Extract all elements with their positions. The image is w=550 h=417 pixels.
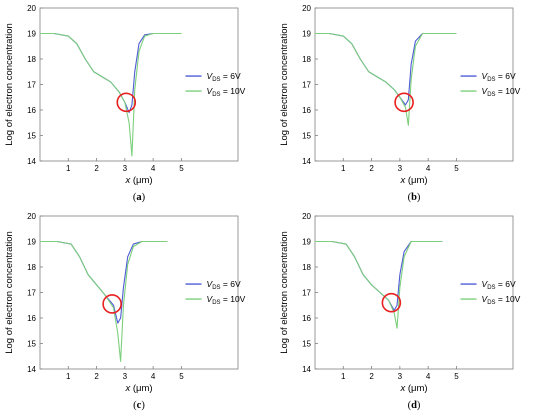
x-tick-label: 1 [341,164,346,173]
y-tick-label: 20 [27,212,36,221]
plot-frame [314,7,514,162]
legend-label-1: VDS = 6V [482,279,516,291]
y-tick-label: 18 [27,263,36,272]
highlight-circle [394,92,414,113]
panel-caption: (a) [133,192,146,203]
y-tick-label: 15 [27,340,36,349]
x-tick-label: 3 [123,372,128,381]
y-tick-label: 18 [302,55,311,64]
y-tick-label: 20 [27,4,36,13]
y-tick-label: 17 [302,289,311,298]
x-tick-label: 5 [454,164,459,173]
y-tick-label: 14 [27,365,36,374]
y-tick-label: 16 [302,106,311,115]
y-tick-label: 15 [27,132,36,141]
y-axis-label: Log of electron concentration [279,23,290,146]
y-tick-label: 16 [27,314,36,323]
legend-label-1: VDS = 6V [482,71,516,83]
series-line-1 [40,32,182,114]
legend-label-1: VDS = 6V [207,71,241,83]
x-tick-label: 1 [66,372,71,381]
y-tick-label: 17 [27,289,36,298]
x-axis-label: x (μm) [124,175,152,186]
y-tick-label: 16 [302,314,311,323]
series-line-2 [40,32,182,157]
y-axis-label: Log of electron concentration [279,231,290,354]
y-axis-label: Log of electron concentration [4,23,15,146]
chart-svg: 14 15 16 17 18 19 20 1 2 3 4 5 x (μm) Log of electron… [279,4,521,203]
y-axis-label: Log of electron concentration [4,231,15,354]
y-tick-label: 20 [302,4,311,13]
x-axis-label: x (μm) [399,175,427,186]
chart-panel: 14 15 16 17 18 19 20 1 2 3 4 5 x (μm) Log of electron… [275,0,550,208]
legend-label-2: VDS = 10V [207,86,246,98]
series-line-1 [315,32,457,106]
plot-frame [39,215,239,370]
x-tick-label: 4 [151,164,156,173]
x-tick-label: 3 [398,164,403,173]
x-tick-label: 5 [454,372,459,381]
y-tick-label: 17 [27,81,36,90]
chart-panel: 14 15 16 17 18 19 20 1 2 3 4 5 x (μm) Log of electron… [0,208,275,416]
y-tick-label: 15 [302,340,311,349]
x-tick-label: 3 [398,372,403,381]
x-tick-label: 1 [66,164,71,173]
y-tick-label: 19 [27,30,36,39]
chart-svg: 14 15 16 17 18 19 20 1 2 3 4 5 x (μm) Log of electron… [4,4,246,203]
panel-caption: (b) [408,192,421,203]
series-line-2 [315,240,443,329]
plot-frame [314,215,514,370]
y-tick-label: 19 [302,30,311,39]
y-tick-label: 14 [27,157,36,166]
chart-panel: 14 15 16 17 18 19 20 1 2 3 4 5 x (μm) Log of electron… [275,208,550,416]
x-tick-label: 4 [426,164,431,173]
plot-frame [39,7,239,162]
chart-svg: 14 15 16 17 18 19 20 1 2 3 4 5 x (μm) Log of electron… [4,212,246,411]
x-axis-label: x (μm) [124,383,152,394]
x-tick-label: 2 [94,164,99,173]
highlight-circle [102,294,122,314]
y-tick-label: 18 [302,263,311,272]
series-line-1 [40,240,168,324]
y-tick-label: 19 [27,238,36,247]
x-tick-label: 3 [123,164,128,173]
legend-label-1: VDS = 6V [207,279,241,291]
legend-label-2: VDS = 10V [482,86,521,98]
series-line-1 [315,240,443,311]
panel-caption: (d) [408,400,421,411]
highlight-circle [381,292,402,313]
x-tick-label: 4 [151,372,156,381]
x-tick-label: 5 [179,164,184,173]
y-tick-label: 20 [302,212,311,221]
x-tick-label: 2 [94,372,99,381]
highlight-circle [116,92,137,113]
y-tick-label: 18 [27,55,36,64]
y-tick-label: 16 [27,106,36,115]
legend-label-2: VDS = 10V [482,294,521,306]
x-tick-label: 4 [426,372,431,381]
panel-caption: (c) [133,400,145,411]
y-tick-label: 15 [302,132,311,141]
x-tick-label: 5 [179,372,184,381]
x-tick-label: 1 [341,372,346,381]
series-line-2 [315,32,457,126]
series-line-2 [40,240,168,362]
legend-label-2: VDS = 10V [207,294,246,306]
y-tick-label: 14 [302,365,311,374]
x-tick-label: 2 [369,164,374,173]
y-tick-label: 14 [302,157,311,166]
chart-svg: 14 15 16 17 18 19 20 1 2 3 4 5 x (μm) Log of electron… [279,212,521,411]
y-tick-label: 19 [302,238,311,247]
y-tick-label: 17 [302,81,311,90]
x-axis-label: x (μm) [399,383,427,394]
x-tick-label: 2 [369,372,374,381]
chart-panel: 14 15 16 17 18 19 20 1 2 3 4 5 x (μm) Log of electron… [0,0,275,208]
